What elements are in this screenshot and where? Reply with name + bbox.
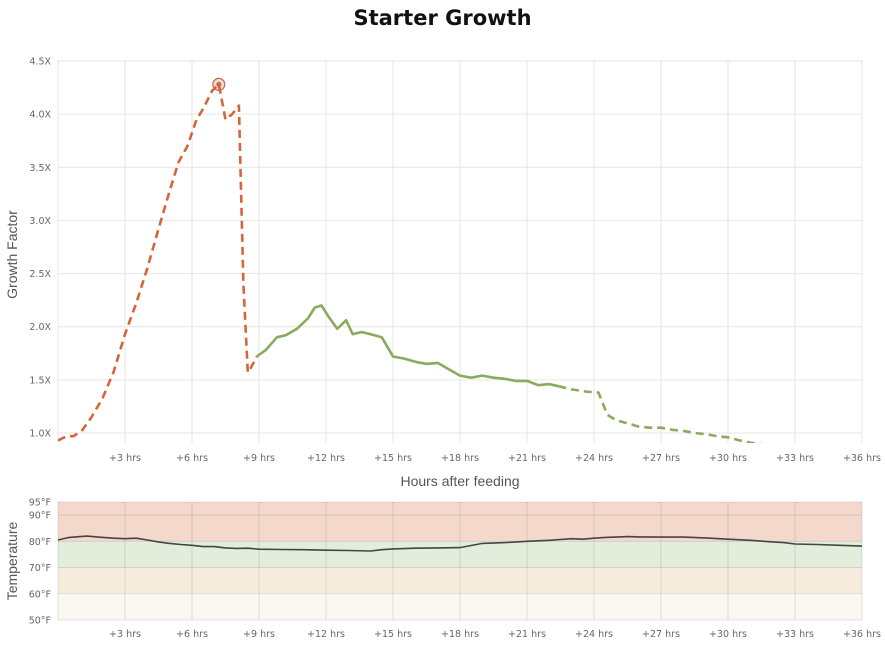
bottom-y-tick-label: 50°F (29, 616, 51, 627)
top-x-tick-label: +21 hrs (508, 453, 546, 464)
bottom-x-tick-label: +15 hrs (374, 629, 412, 640)
temperature-series-line (57, 535, 863, 552)
top-x-tick-label: +24 hrs (575, 453, 613, 464)
top-x-tick-label: +9 hrs (243, 453, 275, 464)
top-y-tick-label: 3.0X (29, 216, 51, 227)
top-x-tick-label: +36 hrs (843, 453, 881, 464)
y-axis-title: Growth Factor (4, 210, 20, 299)
bottom-x-tick-label: +21 hrs (508, 629, 546, 640)
chart-title: Starter Growth (353, 6, 532, 30)
top-y-tick-label: 2.0X (29, 322, 51, 333)
bottom-y-tick-label: 70°F (29, 563, 51, 574)
top-x-tick-label: +27 hrs (642, 453, 680, 464)
bottom-y-tick-label: 90°F (29, 511, 51, 522)
bottom-x-tick-label: +36 hrs (843, 629, 881, 640)
top-x-tick-label: +6 hrs (176, 453, 208, 464)
growth-series-line-3 (557, 384, 763, 443)
bottom-x-tick-label: +3 hrs (109, 629, 141, 640)
temperature-band (58, 567, 862, 594)
bottom-x-tick-label: +30 hrs (709, 629, 747, 640)
temperature-band (58, 502, 862, 542)
top-y-tick-label: 1.0X (29, 429, 51, 440)
temperature-band (58, 593, 862, 620)
top-x-tick-label: +30 hrs (709, 453, 747, 464)
bottom-x-tick-label: +27 hrs (642, 629, 680, 640)
top-x-tick-label: +3 hrs (109, 453, 141, 464)
bottom-x-tick-label: +33 hrs (776, 629, 814, 640)
top-y-tick-label: 4.5X (29, 57, 51, 68)
growth-series-line-1 (58, 83, 258, 442)
growth-series-line-2 (256, 304, 559, 388)
peak-marker-dot (216, 81, 222, 87)
bottom-x-tick-label: +18 hrs (441, 629, 479, 640)
top-y-tick-label: 4.0X (29, 110, 51, 121)
bottom-x-tick-label: +9 hrs (243, 629, 275, 640)
top-x-tick-label: +33 hrs (776, 453, 814, 464)
bottom-x-tick-label: +24 hrs (575, 629, 613, 640)
temperature-axis-title: Temperature (4, 521, 20, 600)
bottom-y-tick-label: 80°F (29, 537, 51, 548)
bottom-x-tick-label: +12 hrs (307, 629, 345, 640)
top-y-tick-label: 2.5X (29, 269, 51, 280)
top-y-tick-label: 3.5X (29, 163, 51, 174)
x-axis-title: Hours after feeding (400, 473, 519, 489)
top-x-tick-label: +12 hrs (307, 453, 345, 464)
top-x-tick-label: +18 hrs (441, 453, 479, 464)
bottom-y-tick-label: 60°F (29, 589, 51, 600)
top-x-tick-label: +15 hrs (374, 453, 412, 464)
bottom-x-tick-label: +6 hrs (176, 629, 208, 640)
bottom-y-tick-label: 95°F (29, 498, 51, 509)
top-y-tick-label: 1.5X (29, 375, 51, 386)
